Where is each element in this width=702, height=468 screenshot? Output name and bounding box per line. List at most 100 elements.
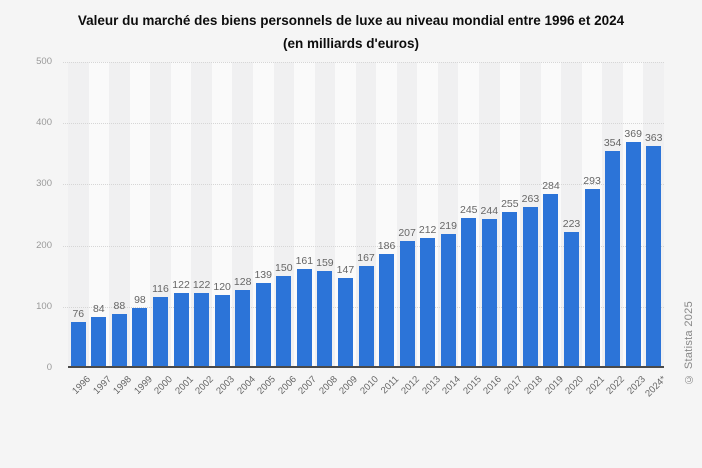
x-tick-label: 2004 <box>234 374 258 397</box>
bar-value-label: 369 <box>624 128 642 141</box>
x-tick-label: 2019 <box>543 374 566 397</box>
bar-value-label: 139 <box>254 268 272 281</box>
bar-value-label: 245 <box>459 204 478 217</box>
bar-value-label: 284 <box>542 180 560 193</box>
x-tick-label: 2013 <box>419 374 443 397</box>
x-tick-label: 2016 <box>481 374 505 397</box>
bar-value-label: 255 <box>501 197 519 210</box>
x-tick-label: 2000 <box>152 374 176 397</box>
x-tick-label: 2018 <box>522 374 546 397</box>
y-tick-label: 300 <box>36 178 52 190</box>
x-tick-label: 2017 <box>501 374 525 397</box>
bar <box>296 269 312 368</box>
x-tick-label: 2007 <box>296 374 320 397</box>
column-band <box>170 62 192 368</box>
column-band <box>191 62 212 368</box>
column-band <box>109 62 130 368</box>
bar <box>461 218 477 368</box>
x-tick-label: 2001 <box>173 374 196 397</box>
column-band <box>150 62 171 368</box>
bar <box>399 241 415 368</box>
x-tick-label: 2005 <box>255 374 279 397</box>
bar <box>379 254 395 368</box>
bar <box>255 282 271 368</box>
gridline <box>63 123 664 125</box>
bar-value-label: 161 <box>295 255 314 268</box>
bar <box>317 270 333 368</box>
bar <box>91 316 107 368</box>
bar-value-label: 263 <box>521 193 540 206</box>
bar-value-label: 122 <box>192 279 211 292</box>
bar-value-label: 76 <box>72 307 85 320</box>
bar <box>111 314 127 368</box>
x-tick-label: 2009 <box>337 374 361 397</box>
bar <box>502 211 518 368</box>
bar <box>420 238 436 368</box>
x-tick-label: 2008 <box>316 374 340 397</box>
bar-value-label: 244 <box>480 204 499 217</box>
bar-value-label: 150 <box>275 262 293 275</box>
statista-watermark: © Statista 2025 <box>683 301 695 385</box>
x-tick-label: 2012 <box>399 374 422 397</box>
plot-area: 76 84 88 98 116 122 122 120 128 139 150 161 159 147 16… <box>63 62 664 368</box>
bar <box>625 142 641 368</box>
bar-value-label: 354 <box>603 137 622 150</box>
bar <box>194 293 210 368</box>
bar-value-label: 207 <box>398 227 416 240</box>
bar-value-label: 293 <box>583 174 601 187</box>
y-tick-label: 100 <box>36 300 52 312</box>
x-tick-label: 1998 <box>111 374 135 397</box>
bar <box>70 321 86 368</box>
bar-value-label: 116 <box>152 283 169 296</box>
bar <box>276 276 292 368</box>
page-subtitle: (en milliards d'euros) <box>283 36 419 51</box>
gridline <box>63 245 664 247</box>
y-tick-label: 400 <box>36 117 52 129</box>
bar-value-label: 223 <box>562 217 581 230</box>
bar <box>235 289 251 368</box>
bar <box>132 308 148 368</box>
y-tick-label: 0 <box>46 362 52 373</box>
x-tick-label: 2022 <box>604 374 628 397</box>
x-axis-line <box>68 366 664 368</box>
bar <box>605 151 621 368</box>
bar-value-label: 219 <box>439 219 457 232</box>
x-tick-label: 2006 <box>275 374 299 397</box>
bar-value-label: 120 <box>213 280 231 293</box>
bar-value-label: 363 <box>644 131 663 144</box>
x-tick-label: 2011 <box>379 374 402 397</box>
bar <box>337 278 353 368</box>
chart-title-block: Valeur du marché des biens personnels de… <box>0 9 702 55</box>
bar <box>543 194 559 368</box>
bar-value-label: 88 <box>113 300 126 313</box>
gridline <box>63 184 664 186</box>
bar <box>584 188 600 368</box>
x-tick-label: 2014 <box>440 374 463 397</box>
bar <box>564 231 580 368</box>
bar-value-label: 167 <box>357 251 375 264</box>
x-tick-label: 2020 <box>563 374 587 397</box>
column-band <box>68 62 89 368</box>
column-band <box>129 62 151 368</box>
bar-value-label: 128 <box>233 275 252 288</box>
x-tick-label: 1999 <box>131 374 155 397</box>
bar <box>214 294 230 368</box>
page-title: Valeur du marché des biens personnels de… <box>77 13 625 28</box>
bar <box>152 297 168 368</box>
bar-value-label: 212 <box>418 224 437 237</box>
bar <box>440 233 456 368</box>
x-tick-label: 2021 <box>584 374 607 397</box>
bar-value-label: 186 <box>377 240 396 253</box>
y-tick-label: 500 <box>36 56 52 67</box>
x-tick-label: 2010 <box>358 374 381 397</box>
bar <box>646 145 662 368</box>
x-tick-label: 2002 <box>193 374 217 397</box>
x-tick-label: 1997 <box>90 374 114 397</box>
gridline <box>63 62 664 63</box>
bar <box>522 207 538 368</box>
x-tick-label: 1996 <box>70 374 94 397</box>
x-tick-label: 2024* <box>643 374 669 400</box>
bar <box>173 293 189 368</box>
bar-value-label: 98 <box>134 294 146 307</box>
